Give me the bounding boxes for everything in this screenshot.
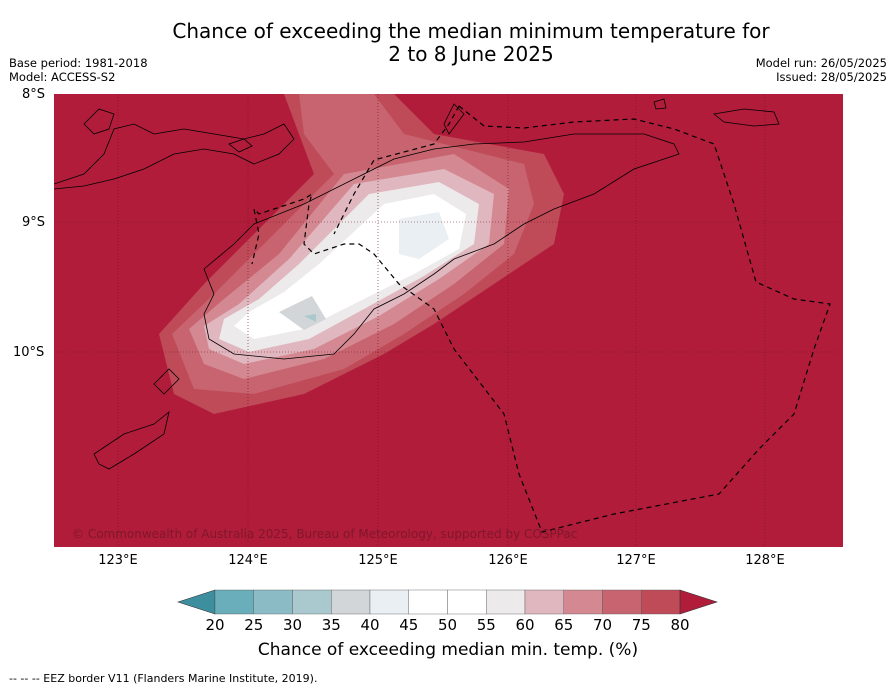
colorbar-extend-high xyxy=(679,589,718,615)
colorbar-cell xyxy=(602,589,642,615)
colorbar-cell xyxy=(641,589,681,615)
colorbar-tick-label: 25 xyxy=(244,616,264,634)
lat-label-10s: 10°S xyxy=(13,345,45,360)
lat-label-9s: 9°S xyxy=(22,215,46,230)
colorbar-cell xyxy=(214,589,254,615)
colorbar-cell xyxy=(253,589,293,615)
copyright-notice: © Commonwealth of Australia 2025, Bureau… xyxy=(72,527,578,541)
model-name: Model: ACCESS-S2 xyxy=(9,70,116,84)
lon-label-127e: 127°E xyxy=(616,553,656,568)
eez-border xyxy=(251,105,831,533)
lon-label-126e: 126°E xyxy=(488,553,528,568)
title-line-1: Chance of exceeding the median minimum t… xyxy=(172,19,770,43)
colorbar-tick-label: 80 xyxy=(670,616,690,634)
colorbar-tick-label: 35 xyxy=(321,616,341,634)
colorbar-tick-label: 40 xyxy=(360,616,380,634)
colorbar-label: Chance of exceeding median min. temp. (%… xyxy=(257,640,639,660)
issued-date: Issued: 28/05/2025 xyxy=(776,70,887,84)
meta-left: Base period: 1981-2018 Model: ACCESS-S2 xyxy=(9,56,148,84)
colorbar-tick-label: 30 xyxy=(282,616,303,634)
eez-legend-note: -- -- -- EEZ border V11 (Flanders Marine… xyxy=(9,672,318,685)
coastlines xyxy=(54,98,780,470)
colorbar-cells xyxy=(177,589,718,615)
base-period: Base period: 1981-2018 xyxy=(9,56,148,70)
colorbar-cell xyxy=(447,589,487,615)
colorbar xyxy=(177,589,718,615)
title-line-2: 2 to 8 June 2025 xyxy=(388,42,554,66)
colorbar-cell xyxy=(563,589,603,615)
colorbar-tick-label: 55 xyxy=(476,616,496,634)
colorbar-cell xyxy=(331,589,371,615)
lon-label-125e: 125°E xyxy=(358,553,398,568)
colorbar-cell xyxy=(292,589,332,615)
colorbar-cell xyxy=(408,589,448,615)
lon-label-124e: 124°E xyxy=(228,553,268,568)
lon-label-123e: 123°E xyxy=(98,553,138,568)
colorbar-extend-low xyxy=(177,589,216,615)
colorbar-cell xyxy=(369,589,409,615)
graticule xyxy=(54,94,843,547)
colorbar-tick-label: 70 xyxy=(592,616,613,634)
colorbar-cell xyxy=(486,589,526,615)
lon-label-128e: 128°E xyxy=(745,553,785,568)
map-title: Chance of exceeding the median minimum t… xyxy=(0,20,896,66)
colorbar-tick-label: 50 xyxy=(437,616,458,634)
map-panel xyxy=(54,94,843,547)
lat-label-8s: 8°S xyxy=(22,87,46,102)
colorbar-tick-label: 45 xyxy=(399,616,419,634)
colorbar-tick-label: 20 xyxy=(205,616,225,634)
probability-contours xyxy=(159,94,564,414)
colorbar-tick-label: 60 xyxy=(515,616,535,634)
model-run: Model run: 26/05/2025 xyxy=(755,56,887,70)
colorbar-cell xyxy=(524,589,564,615)
map-svg xyxy=(54,94,843,547)
colorbar-tick-label: 65 xyxy=(554,616,574,634)
meta-right: Model run: 26/05/2025 Issued: 28/05/2025 xyxy=(756,56,887,84)
colorbar-tick-label: 75 xyxy=(631,616,651,634)
